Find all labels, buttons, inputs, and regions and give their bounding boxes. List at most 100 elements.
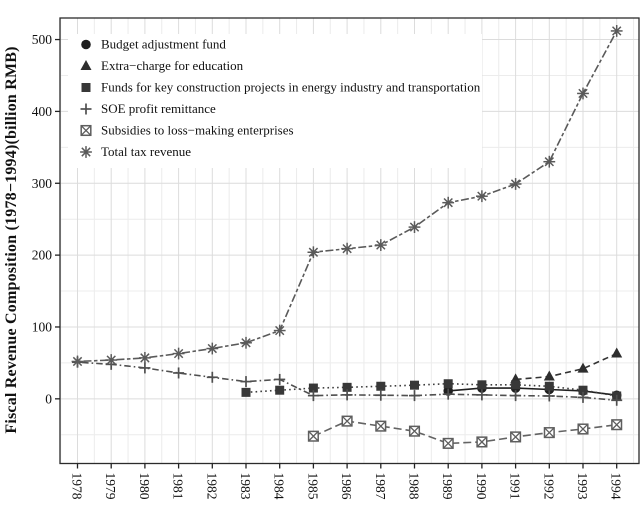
asterisk-marker-icon xyxy=(578,88,588,99)
data-point-marker xyxy=(375,389,387,401)
x-tick-label: 1985 xyxy=(305,473,320,500)
data-point-marker xyxy=(577,391,589,403)
asterisk-marker-icon xyxy=(274,325,285,336)
asterisk-marker-icon xyxy=(173,348,184,359)
asterisk-marker-icon xyxy=(72,356,83,367)
data-point-marker xyxy=(274,373,286,385)
x-tick-label: 1979 xyxy=(103,473,118,500)
square-marker-icon xyxy=(410,380,419,390)
x-tick-label: 1983 xyxy=(238,473,253,500)
data-point-marker xyxy=(476,436,488,448)
data-point-marker xyxy=(241,387,251,397)
legend-item-extra-charge-for-education: Extra−charge for education xyxy=(80,58,244,73)
series-subsidies-to-loss-making-enterprises xyxy=(307,415,623,449)
data-point-marker xyxy=(543,370,555,381)
triangle-marker-icon xyxy=(543,370,555,381)
data-point-marker xyxy=(81,83,91,92)
crossed-square-marker-icon xyxy=(409,425,420,437)
series-total-tax-revenue xyxy=(71,25,623,368)
x-tick-label: 1982 xyxy=(204,473,219,500)
crossed-square-marker-icon xyxy=(442,438,454,449)
asterisk-marker-icon xyxy=(510,179,521,189)
crossed-square-marker-icon xyxy=(375,420,387,432)
x-tick-label: 1990 xyxy=(474,473,489,500)
asterisk-marker-icon xyxy=(207,343,218,354)
data-point-marker xyxy=(139,351,151,364)
square-marker-icon xyxy=(511,380,521,390)
square-marker-icon xyxy=(308,383,318,393)
data-point-marker xyxy=(375,420,387,432)
square-marker-icon xyxy=(241,387,251,397)
data-point-marker xyxy=(341,415,353,427)
data-point-marker xyxy=(173,367,185,379)
asterisk-marker-icon xyxy=(477,191,487,201)
legend-item-budget-adjustment-fund: Budget adjustment fund xyxy=(81,37,226,52)
data-point-marker xyxy=(509,178,522,190)
x-tick-label: 1984 xyxy=(272,473,287,500)
data-point-marker xyxy=(240,336,252,349)
data-point-marker xyxy=(341,389,353,401)
x-tick-label: 1986 xyxy=(339,473,354,500)
square-marker-icon xyxy=(275,385,285,395)
data-point-marker xyxy=(172,347,185,360)
x-tick-label: 1978 xyxy=(70,473,85,500)
y-tick-label: 200 xyxy=(32,248,53,263)
legend-item-soe-profit-remittance: SOE profit remittance xyxy=(80,101,216,116)
y-tick-label: 400 xyxy=(32,104,53,119)
data-point-marker xyxy=(544,381,554,391)
legend-item-total-tax-revenue: Total tax revenue xyxy=(80,144,191,159)
data-point-marker xyxy=(610,25,623,37)
data-point-marker xyxy=(477,380,487,390)
panel-border xyxy=(59,17,640,465)
y-axis-title: Fiscal Revenue Composition (1978−1994)(b… xyxy=(3,46,20,433)
data-point-marker xyxy=(408,221,421,233)
asterisk-marker-icon xyxy=(611,26,622,36)
y-tick-label: 100 xyxy=(32,319,53,334)
data-point-marker xyxy=(443,379,453,389)
legend-item-subsidies-to-loss-making-enterprises: Subsidies to loss−making enterprises xyxy=(80,123,294,138)
data-point-marker xyxy=(139,362,151,374)
data-point-marker xyxy=(442,388,454,400)
x-tick-label: 1980 xyxy=(137,473,152,500)
data-point-marker xyxy=(275,385,285,395)
legend-label: Funds for key construction projects in e… xyxy=(101,80,481,95)
data-point-marker xyxy=(206,342,219,355)
data-point-marker xyxy=(577,362,589,373)
square-marker-icon xyxy=(376,381,386,391)
data-point-marker xyxy=(376,381,386,391)
data-point-marker xyxy=(577,423,589,435)
data-point-marker xyxy=(80,146,92,158)
crossed-square-marker-icon xyxy=(577,423,589,435)
x-tick-label: 1993 xyxy=(575,473,590,500)
data-point-marker xyxy=(611,419,623,431)
data-point-marker xyxy=(80,103,92,115)
crossed-square-marker-icon xyxy=(80,125,92,136)
asterisk-marker-icon xyxy=(106,355,116,365)
series-line-budget-adjustment-fund xyxy=(448,387,617,396)
asterisk-marker-icon xyxy=(376,240,386,250)
data-point-marker xyxy=(81,39,91,50)
x-tick-label: 1991 xyxy=(508,473,523,500)
asterisk-marker-icon xyxy=(342,243,352,254)
data-point-marker xyxy=(611,347,623,358)
data-point-marker xyxy=(510,431,522,443)
x-tick-label: 1988 xyxy=(407,473,422,500)
data-point-marker xyxy=(240,376,252,388)
square-marker-icon xyxy=(81,83,91,92)
data-point-marker xyxy=(410,380,419,390)
square-marker-icon xyxy=(544,381,554,391)
data-point-marker xyxy=(409,390,420,402)
y-tick-label: 0 xyxy=(45,391,52,406)
legend: Budget adjustment fund Extra−charge for e… xyxy=(68,34,482,168)
data-point-marker xyxy=(273,324,286,337)
legend-label: Total tax revenue xyxy=(101,144,191,159)
asterisk-marker-icon xyxy=(544,157,555,167)
asterisk-marker-icon xyxy=(308,247,319,257)
crossed-square-marker-icon xyxy=(510,431,521,443)
x-tick-label: 1989 xyxy=(440,473,455,500)
y-tick-label: 500 xyxy=(32,32,53,47)
series-layer xyxy=(71,25,623,449)
data-point-marker xyxy=(342,382,352,392)
